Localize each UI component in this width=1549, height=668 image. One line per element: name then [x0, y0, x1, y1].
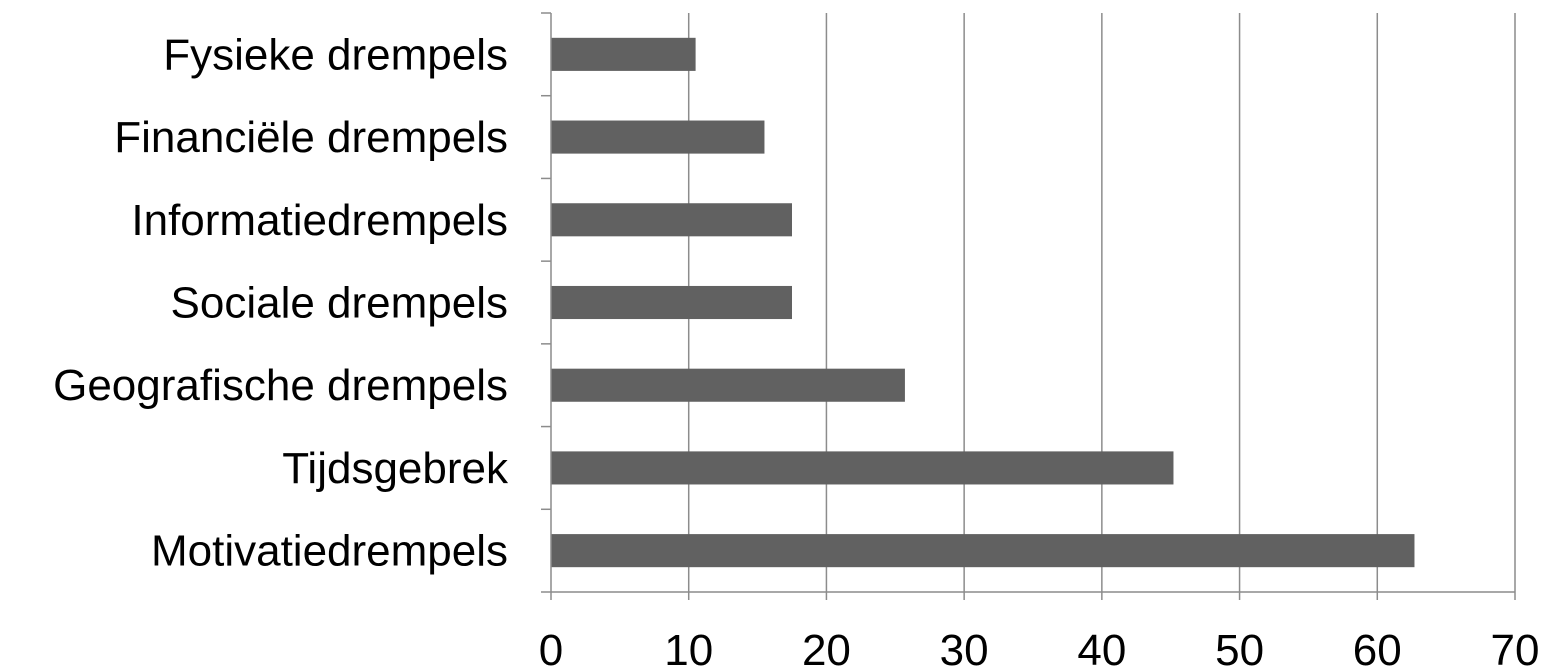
category-label-4: Sociale drempels [171, 279, 509, 328]
category-label-2: Financiële drempels [114, 113, 508, 162]
x-tick-label-70: 70 [1491, 626, 1540, 668]
bar-1 [551, 37, 696, 71]
bar-6 [551, 451, 1174, 485]
x-tick-label-50: 50 [1215, 626, 1264, 668]
axes [541, 12, 1516, 600]
category-label-6: Tijdsgebrek [282, 444, 509, 493]
x-tick-label-20: 20 [802, 626, 851, 668]
bar-5 [551, 368, 905, 402]
category-label-5: Geografische drempels [53, 361, 508, 410]
bar-7 [551, 534, 1415, 568]
category-labels: Fysieke drempels Financiële drempels Infor… [53, 30, 509, 575]
x-tick-labels: 0 10 20 30 40 50 60 70 [539, 626, 1540, 668]
x-tick-label-0: 0 [539, 626, 563, 668]
category-label-3: Informatiedrempels [131, 196, 508, 245]
x-tick-label-30: 30 [940, 626, 989, 668]
bar-3 [551, 203, 792, 237]
gridlines [687, 13, 1516, 592]
bar-4 [551, 285, 792, 320]
category-label-7: Motivatiedrempels [151, 527, 508, 576]
x-tick-label-60: 60 [1353, 626, 1402, 668]
x-tick-label-40: 40 [1077, 626, 1126, 668]
x-tick-label-10: 10 [664, 626, 713, 668]
bars [551, 37, 1415, 568]
bar-2 [551, 120, 765, 154]
category-label-1: Fysieke drempels [163, 30, 508, 79]
